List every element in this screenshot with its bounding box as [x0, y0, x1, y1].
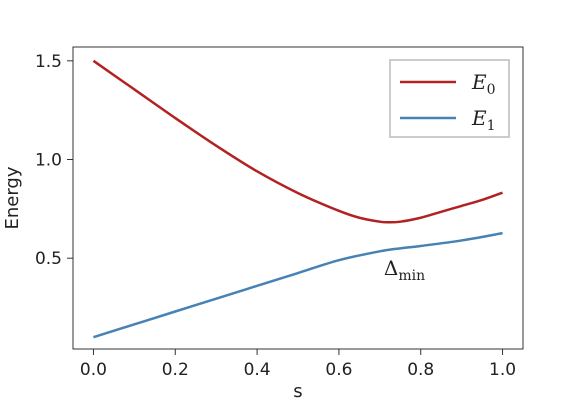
x-tick-label: 0.4: [244, 360, 271, 380]
y-tick-label: 1.5: [35, 52, 62, 72]
x-axis-label: s: [293, 381, 302, 401]
annotation-delta-min: Δmin: [384, 256, 425, 284]
y-tick-label: 0.5: [35, 249, 62, 269]
plot-frame: [72, 46, 524, 350]
legend-entry-0: E0: [471, 70, 496, 98]
x-tick-label: 0.2: [162, 360, 189, 380]
x-tick-label: 1.0: [489, 360, 516, 380]
y-axis-label: Energy: [2, 166, 23, 229]
x-axis: 0.0 0.2 0.4 0.6 0.8 1.0: [80, 349, 516, 380]
plot-area: [92, 59, 503, 339]
y-tick-label: 1.0: [35, 151, 62, 171]
series-line-1: [93, 231, 503, 339]
legend-box: [389, 59, 510, 138]
y-axis: 0.5 1.0 1.5: [35, 52, 73, 269]
annotations: Δmin: [384, 256, 425, 284]
x-tick-label: 0.0: [80, 360, 107, 380]
x-tick-label: 0.6: [325, 360, 352, 380]
legend-entry-1: E1: [471, 106, 496, 134]
x-tick-label: 0.8: [407, 360, 434, 380]
series-line-0: [92, 59, 503, 224]
